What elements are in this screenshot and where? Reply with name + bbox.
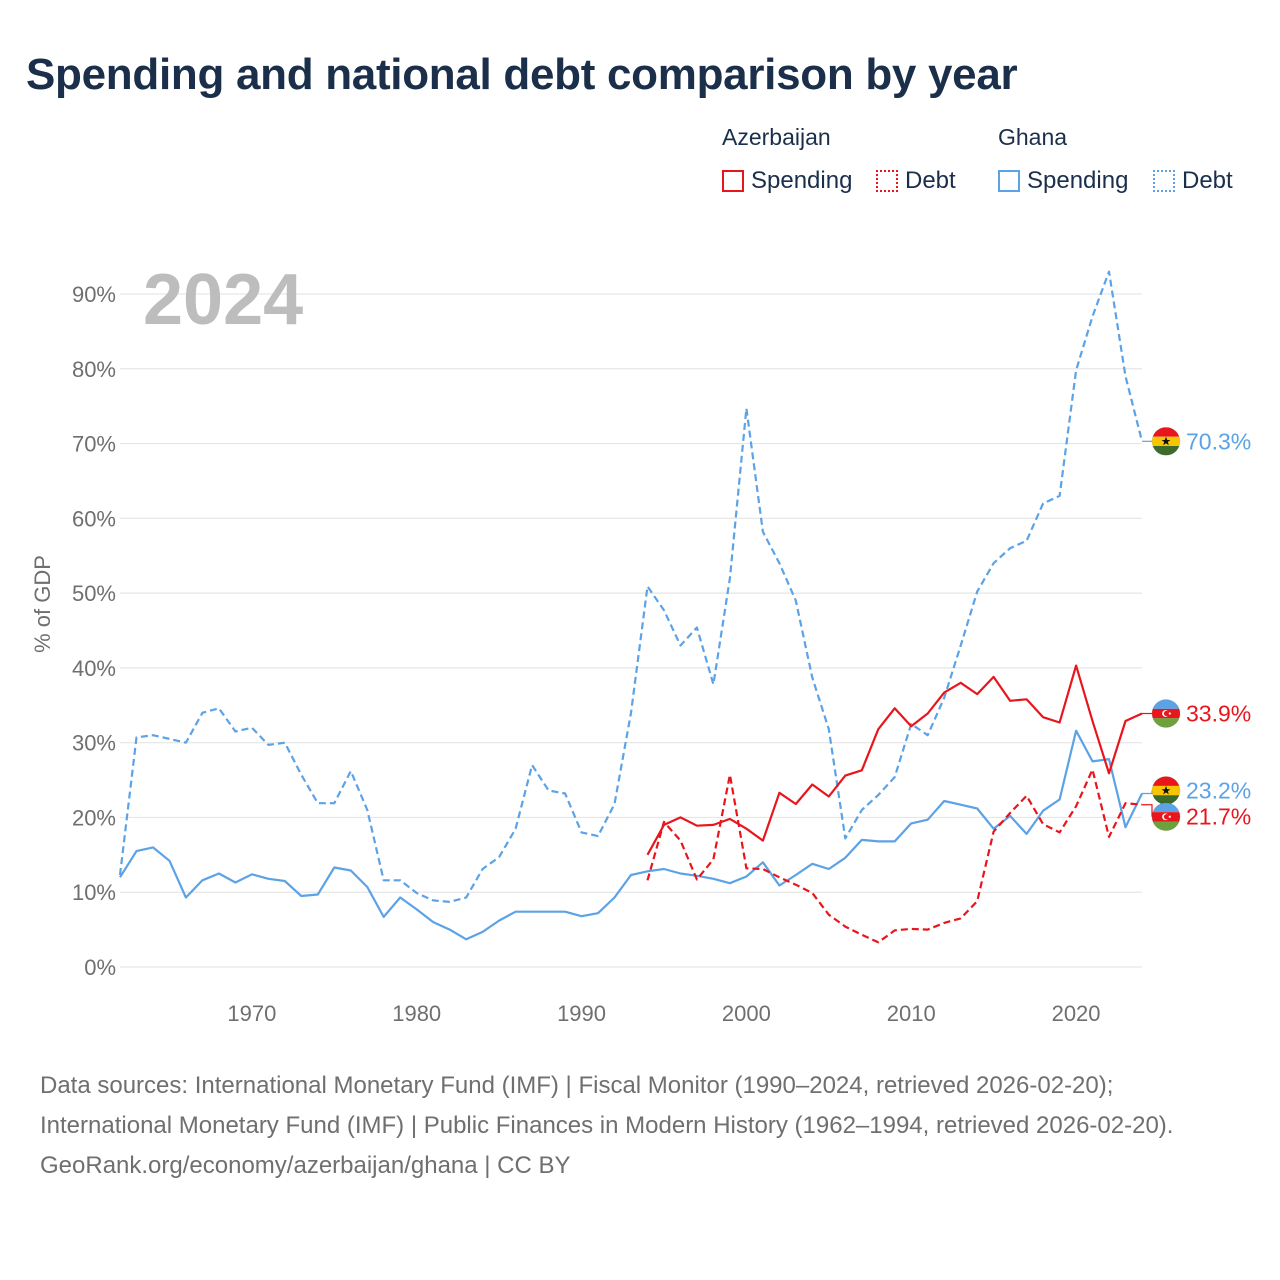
- y-tick-label: 80%: [72, 357, 116, 382]
- year-label: 2024: [143, 260, 303, 340]
- series-layer: [118, 270, 1144, 944]
- y-tick-label: 0%: [84, 955, 116, 980]
- y-tick-label: 90%: [72, 282, 116, 307]
- y-tick-label: 50%: [72, 581, 116, 606]
- legend-azerbaijan-spending[interactable]: Spending: [722, 166, 852, 196]
- legend-ghana-debt[interactable]: Debt: [1153, 166, 1233, 196]
- attribution-link[interactable]: GeoRank.org/economy/azerbaijan/ghana | C…: [40, 1152, 571, 1179]
- x-tick-label: 1990: [557, 1001, 606, 1026]
- legend-ghana-spending[interactable]: Spending: [998, 166, 1128, 196]
- ghana-debt-line: [118, 270, 1144, 903]
- y-tick-label: 60%: [72, 506, 116, 531]
- ghana-flag-icon: [1151, 426, 1181, 456]
- azerbaijan-debt-end-label: 21.7%: [1186, 804, 1251, 830]
- page-title: Spending and national debt comparison by…: [26, 50, 1018, 99]
- y-tick-label: 40%: [72, 656, 116, 681]
- label-connector: [1142, 804, 1153, 817]
- data-sources: Data sources: International Monetary Fun…: [40, 1072, 1174, 1139]
- line-chart: 2024 0%10%20%30%40%50%60%70%80%90% 1970 1…: [30, 260, 1251, 1026]
- legend-azerbaijan-debt[interactable]: Debt: [876, 166, 956, 196]
- legend-label: Spending: [751, 167, 853, 194]
- legend-swatch-solid-red: [722, 170, 744, 192]
- x-tick-label: 2010: [887, 1001, 936, 1026]
- end-labels-layer: 70.3% 23.2% 33.9% 21.7%: [1142, 426, 1251, 832]
- x-tick-label: 2020: [1052, 1001, 1101, 1026]
- azerbaijan-spending-line: [646, 664, 1143, 856]
- label-connector: [1142, 790, 1153, 795]
- legend-group-azerbaijan: Azerbaijan: [722, 124, 831, 150]
- azerbaijan-spending-end-label: 33.9%: [1186, 701, 1251, 727]
- azerbaijan-flag-icon: [1151, 802, 1181, 832]
- x-tick-label: 1970: [227, 1001, 276, 1026]
- ghana-spending-line: [119, 729, 1143, 941]
- x-tick-label: 2000: [722, 1001, 771, 1026]
- footer: Data sources: International Monetary Fun…: [40, 1066, 1240, 1186]
- azerbaijan-flag-icon: [1151, 699, 1181, 729]
- ghana-debt-end-label: 70.3%: [1186, 428, 1251, 454]
- x-tick-label: 1980: [392, 1001, 441, 1026]
- y-axis-title: % of GDP: [30, 555, 55, 653]
- ghana-flag-icon: [1151, 776, 1181, 806]
- legend-group-ghana: Ghana: [998, 124, 1068, 150]
- legend-label: Debt: [905, 167, 956, 194]
- legend-label: Spending: [1027, 167, 1129, 194]
- azerbaijan-debt-line: [646, 768, 1143, 944]
- legend-swatch-dotted-red: [876, 170, 898, 192]
- y-axis: 0% 10% 20% 30% 40% 50% 60% 70% 80% 90%: [72, 282, 116, 980]
- y-tick-label: 30%: [72, 731, 116, 756]
- x-axis: 1970 1980 1990 2000 2010 2020: [227, 1001, 1100, 1026]
- y-tick-label: 20%: [72, 805, 116, 830]
- y-tick-label: 10%: [72, 880, 116, 905]
- legend-swatch-solid-blue: [998, 170, 1020, 192]
- y-tick-label: 70%: [72, 432, 116, 457]
- ghana-spending-end-label: 23.2%: [1186, 778, 1251, 804]
- grid-layer: [120, 293, 1142, 968]
- legend-label: Debt: [1182, 167, 1233, 194]
- legend-swatch-dotted-blue: [1153, 170, 1175, 192]
